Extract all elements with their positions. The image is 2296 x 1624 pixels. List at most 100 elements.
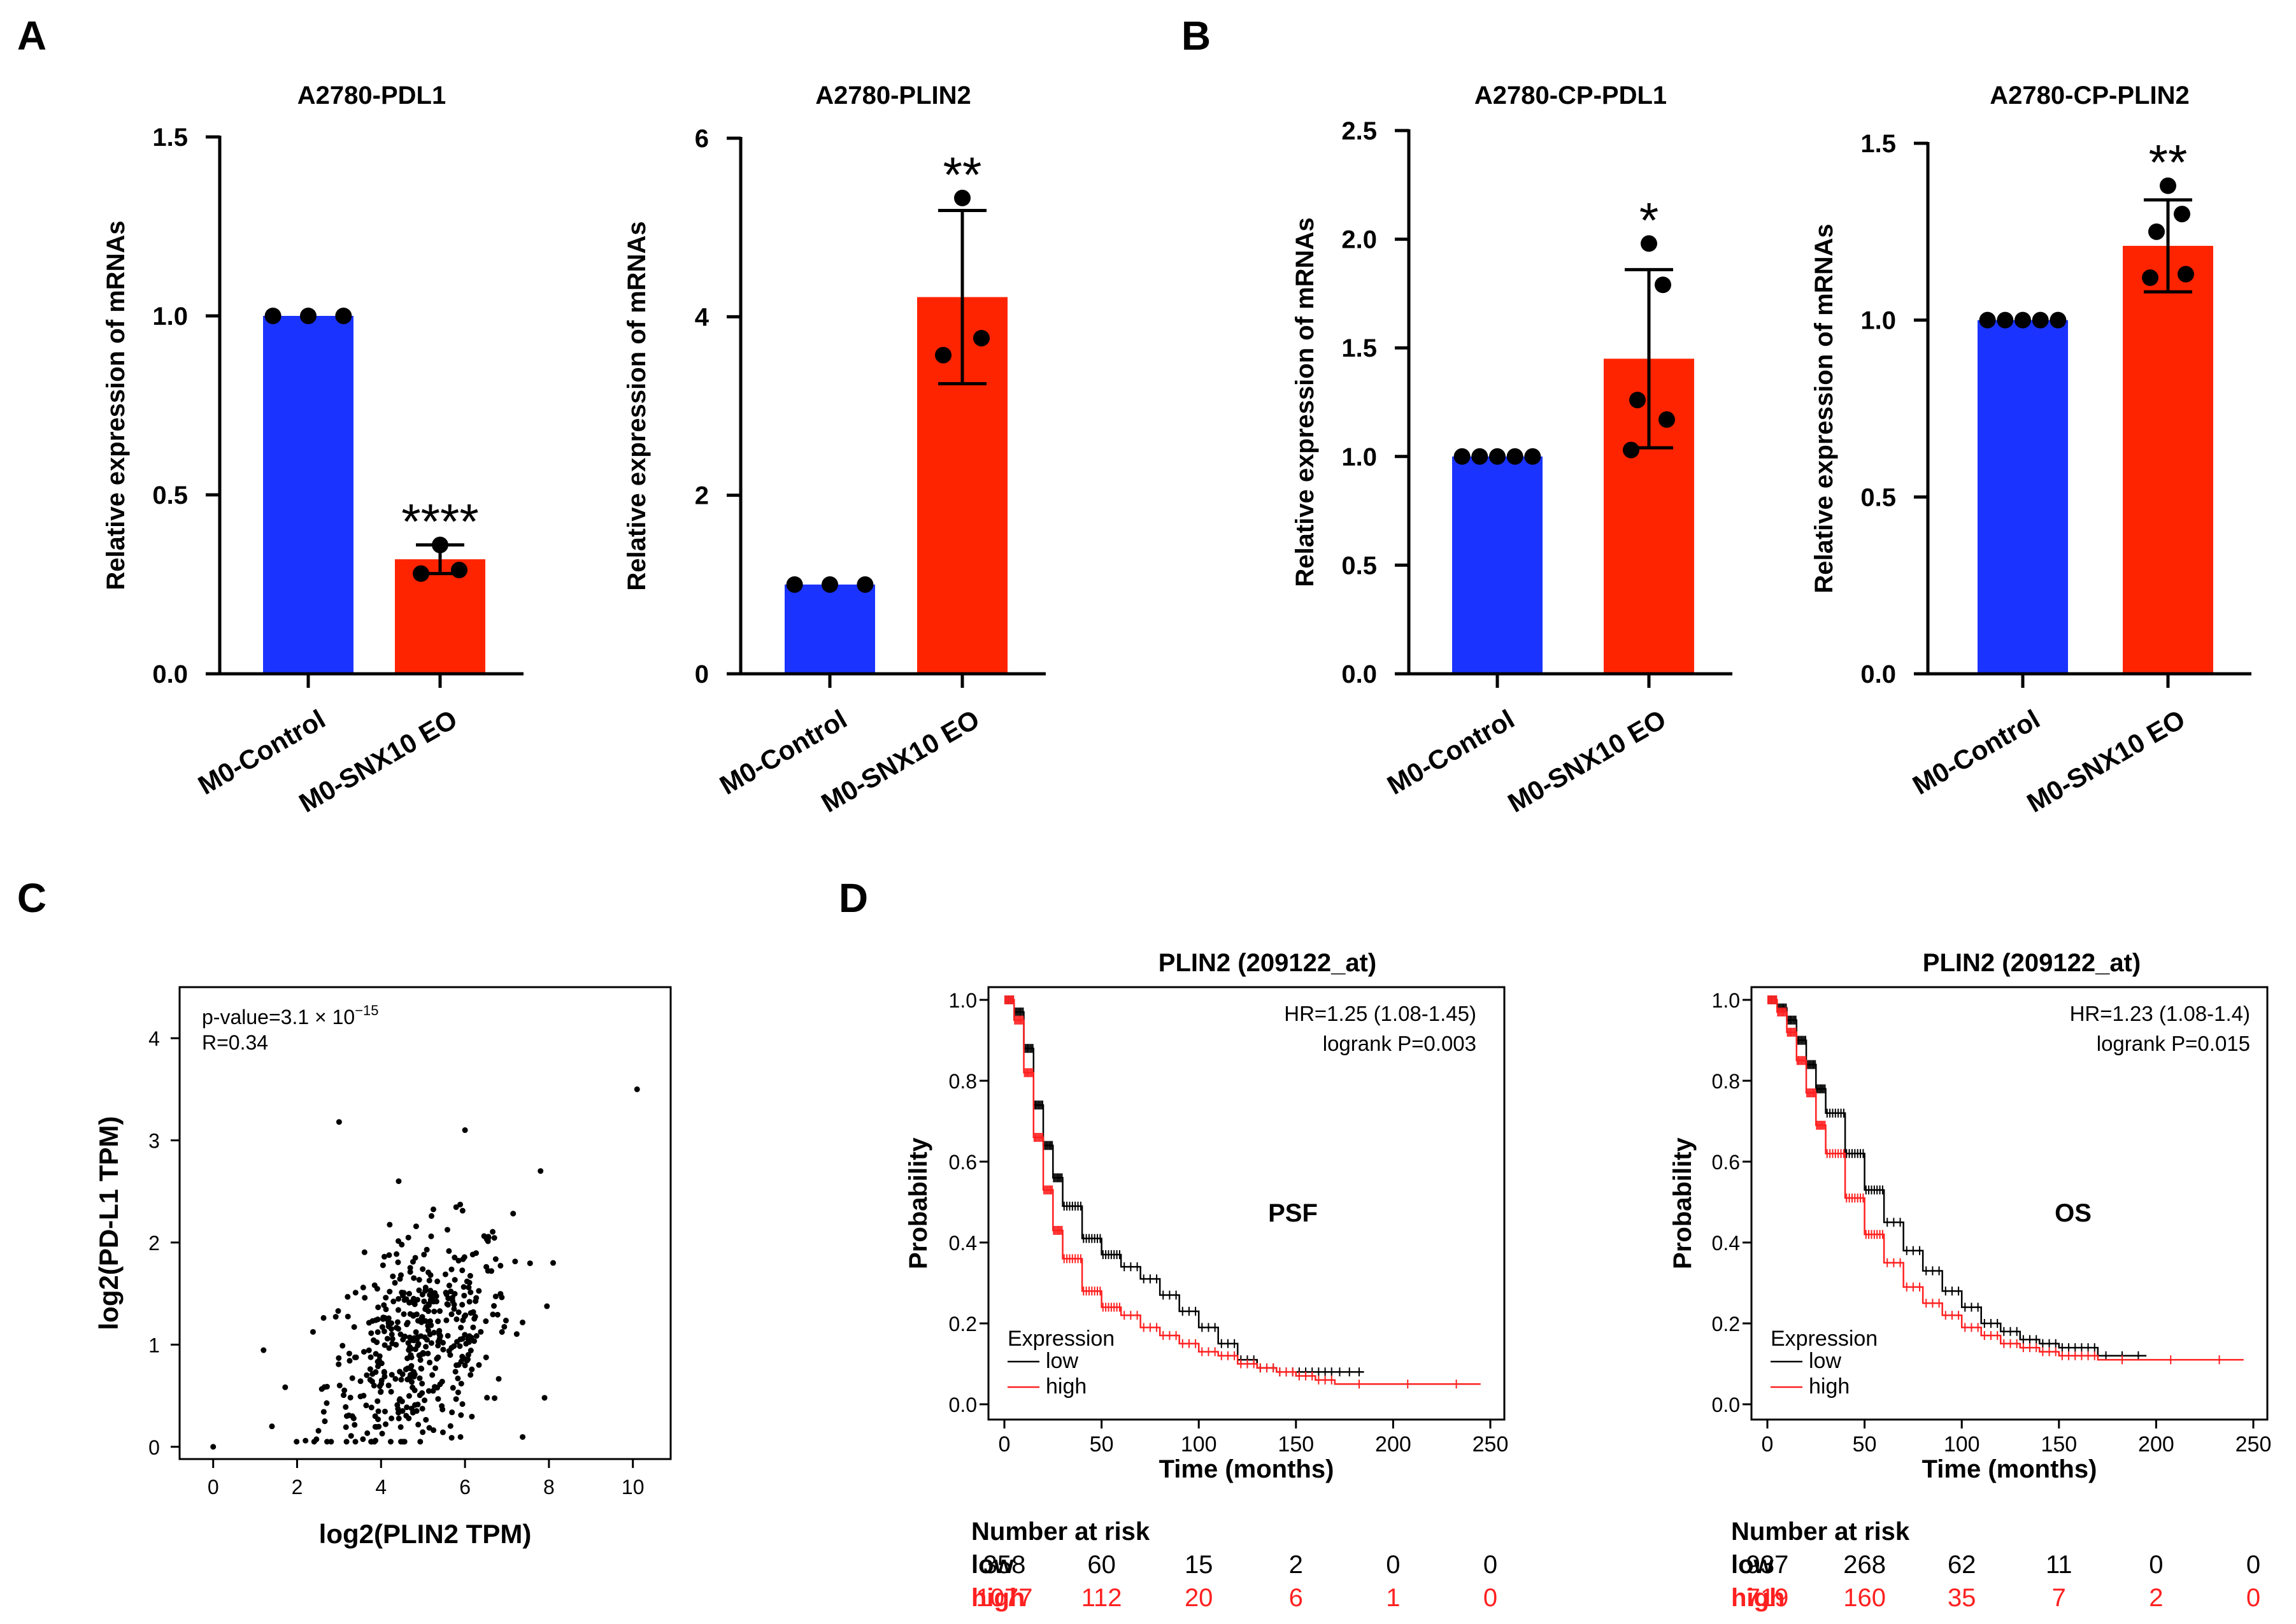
scatter-point [427,1359,433,1365]
scatter-point [369,1378,375,1385]
scatter-point [466,1285,472,1291]
scatter-point [451,1306,457,1312]
scatter-point [396,1295,402,1302]
scatter-point [440,1346,446,1353]
scatter-point [339,1343,346,1349]
scatter-point [478,1328,484,1335]
x-tick-label: 8 [543,1476,555,1499]
bar-control [1452,456,1543,674]
x-tick-label: 0 [999,1432,1011,1457]
scatter-point [437,1308,443,1314]
chart-title: A2780-PDL1 [297,82,446,110]
scatter-point [380,1262,386,1269]
scatter-point [459,1207,466,1214]
y-tick-label: 1.0 [1712,989,1740,1012]
panel-label: A [17,13,46,59]
risk-value: 719 [1746,1584,1789,1612]
risk-value: 0 [1386,1551,1400,1579]
scatter-point [462,1362,468,1369]
scatter-point [432,1290,438,1296]
scatter-point [373,1369,379,1375]
scatter-point [416,1277,422,1283]
data-point [1506,448,1523,465]
data-point [1623,441,1639,459]
x-tick-label: 250 [2235,1432,2272,1457]
scatter-point [374,1363,381,1369]
risk-value: 15 [1185,1551,1213,1579]
scatter-point [453,1396,459,1402]
scatter-point [390,1299,397,1305]
scatter-point [394,1325,400,1331]
scatter-point [467,1348,474,1354]
risk-value: 0 [1483,1584,1497,1612]
scatter-point [343,1424,349,1430]
scatter-point [381,1342,388,1348]
scatter-point [360,1436,366,1442]
scatter-point [512,1258,518,1265]
scatter-point [510,1211,517,1217]
scatter-point [371,1337,377,1343]
x-category-label: M0-Control [1382,704,1519,801]
scatter-point [496,1376,502,1382]
km-curve-low [1004,999,1364,1373]
scatter-point [491,1303,497,1309]
risk-value: 112 [1081,1584,1122,1612]
risk-value: 2 [2149,1584,2163,1612]
data-point [432,536,448,553]
scatter-point [381,1328,387,1334]
scatter-point [401,1290,407,1296]
risk-value: 937 [1746,1551,1789,1579]
scatter-point [425,1327,431,1334]
scatter-point [375,1408,381,1414]
scatter-point [466,1299,473,1305]
scatter-point [460,1256,466,1262]
scatter-point [408,1363,415,1369]
scatter-point [396,1409,402,1416]
y-tick-label: 0.5 [1860,483,1896,511]
y-tick-label: 1.5 [1860,130,1896,158]
scatter-point [328,1439,334,1445]
scatter-point [336,1361,342,1367]
risk-row-label-high: high [1731,1584,1785,1612]
y-axis-label: Relative expression of mRNAs [623,221,651,590]
scatter-point [452,1255,458,1261]
scatter-point [448,1266,455,1272]
scatter-point [420,1266,426,1272]
y-tick-label: 1.0 [1341,443,1377,471]
scatter-point [401,1311,407,1317]
scatter-point [527,1260,533,1267]
scatter-point [419,1381,425,1387]
scatter-point [397,1396,403,1402]
panel-label: D [839,875,868,921]
scatter-point [634,1086,640,1092]
scatter-point [348,1433,354,1439]
scatter-point [395,1307,401,1313]
x-tick-label: 0 [208,1476,219,1499]
risk-value: 60 [1087,1551,1116,1579]
scatter-point [541,1395,548,1401]
scatter-chart-C: C 0 2 4 6 8 10 0 1 2 3 4 log2(PLIN2 TPM) log2(PD-L1 T… [17,875,672,1549]
scatter-point [315,1428,322,1434]
scatter-point [485,1238,491,1244]
y-axis-label: Relative expression of mRNAs [102,220,130,590]
scatter-point [415,1421,422,1428]
scatter-point [455,1389,461,1395]
scatter-point [428,1340,434,1346]
scatter-point [453,1339,460,1345]
risk-value: 62 [1948,1551,1976,1579]
km-curve-low [1767,999,2147,1357]
scatter-point [336,1355,342,1361]
scatter-point [363,1402,369,1409]
risk-value: 0 [2246,1584,2260,1612]
scatter-point [404,1404,410,1411]
bar-snx10 [395,559,485,674]
scatter-point [449,1409,455,1416]
scatter-point [447,1423,453,1429]
scatter-point [324,1439,331,1445]
scatter-point [440,1339,446,1346]
chart-title: PLIN2 (209122_at) [1923,949,2141,977]
x-axis-label: log2(PLIN2 TPM) [319,1519,532,1549]
scatter-point [379,1430,385,1437]
scatter-point [463,1341,469,1347]
